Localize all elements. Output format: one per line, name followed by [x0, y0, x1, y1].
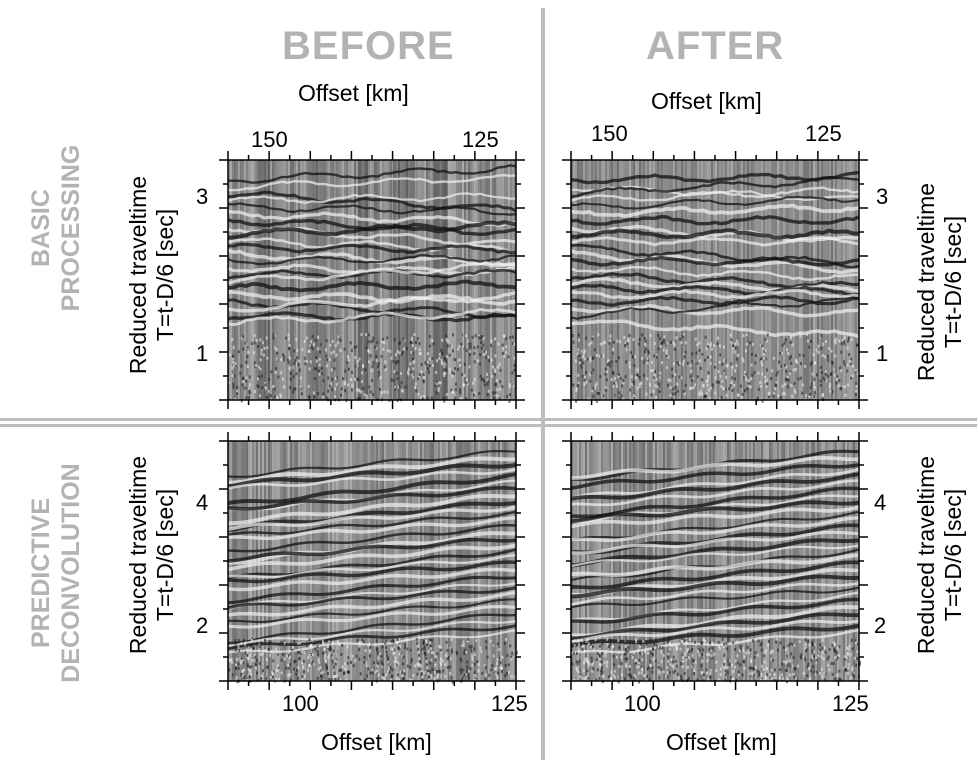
tick-x-125-top-left: 125 [462, 127, 499, 152]
offset-label-bottom-right: Offset [km] [666, 729, 777, 755]
row-title-basic-processing: BASIC PROCESSING [26, 145, 86, 312]
row-title-basic-line2: PROCESSING [57, 144, 85, 312]
seismic-panel-before-basic [219, 151, 525, 409]
seismic-panel-before-decon [219, 432, 525, 690]
ylabel-line1: Reduced traveltime [913, 182, 939, 382]
tick-y-4-bottom-left: 4 [196, 490, 209, 515]
offset-label-top-left: Offset [km] [298, 80, 409, 106]
tick-x-125-bottom-left: 125 [491, 691, 528, 716]
tick-x-125-top-right: 125 [805, 121, 842, 146]
ylabel-top-left: Reduced traveltime T=t-D/6 [sec] [125, 176, 179, 374]
horizontal-divider-bottom [0, 424, 977, 427]
tick-x-100-bottom-right: 100 [624, 691, 661, 716]
tick-x-150-top-left: 150 [251, 127, 288, 152]
row-title-decon-line1: PREDICTIVE [27, 497, 55, 649]
offset-label-top-right: Offset [km] [651, 88, 762, 114]
tick-y-3-top-right: 3 [876, 184, 889, 209]
tick-y-4-bottom-right: 4 [874, 490, 887, 515]
row-title-basic-line1: BASIC [27, 189, 55, 267]
offset-label-bottom-left: Offset [km] [321, 729, 432, 755]
row-title-predictive-deconvolution: PREDICTIVE DECONVOLUTION [26, 463, 86, 682]
column-title-after: AFTER [646, 24, 785, 68]
seismic-panel-after-basic [562, 151, 868, 409]
ylabel-line1: Reduced traveltime [125, 175, 151, 375]
seismic-panel-after-decon [562, 432, 868, 690]
ylabel-line2: T=t-D/6 [sec] [940, 215, 966, 349]
column-title-before: BEFORE [282, 24, 455, 68]
row-title-decon-line2: DECONVOLUTION [57, 463, 85, 683]
ylabel-line2: T=t-D/6 [sec] [940, 488, 966, 622]
horizontal-divider-top [0, 418, 977, 421]
vertical-divider [541, 8, 545, 760]
tick-y-3-top-left: 3 [196, 184, 209, 209]
tick-y-2-bottom-left: 2 [196, 613, 209, 638]
ylabel-bottom-left: Reduced traveltime T=t-D/6 [sec] [125, 456, 179, 654]
ylabel-line2: T=t-D/6 [sec] [152, 208, 178, 342]
tick-y-2-bottom-right: 2 [874, 613, 887, 638]
ylabel-line1: Reduced traveltime [913, 455, 939, 655]
ylabel-top-right: Reduced traveltime T=t-D/6 [sec] [913, 183, 967, 381]
tick-y-1-top-right: 1 [876, 341, 889, 366]
tick-x-100-bottom-left: 100 [282, 691, 319, 716]
ylabel-line2: T=t-D/6 [sec] [152, 488, 178, 622]
ylabel-bottom-right: Reduced traveltime T=t-D/6 [sec] [913, 456, 967, 654]
tick-y-1-top-left: 1 [196, 341, 209, 366]
tick-x-125-bottom-right: 125 [832, 691, 869, 716]
ylabel-line1: Reduced traveltime [125, 455, 151, 655]
tick-x-150-top-right: 150 [591, 121, 628, 146]
